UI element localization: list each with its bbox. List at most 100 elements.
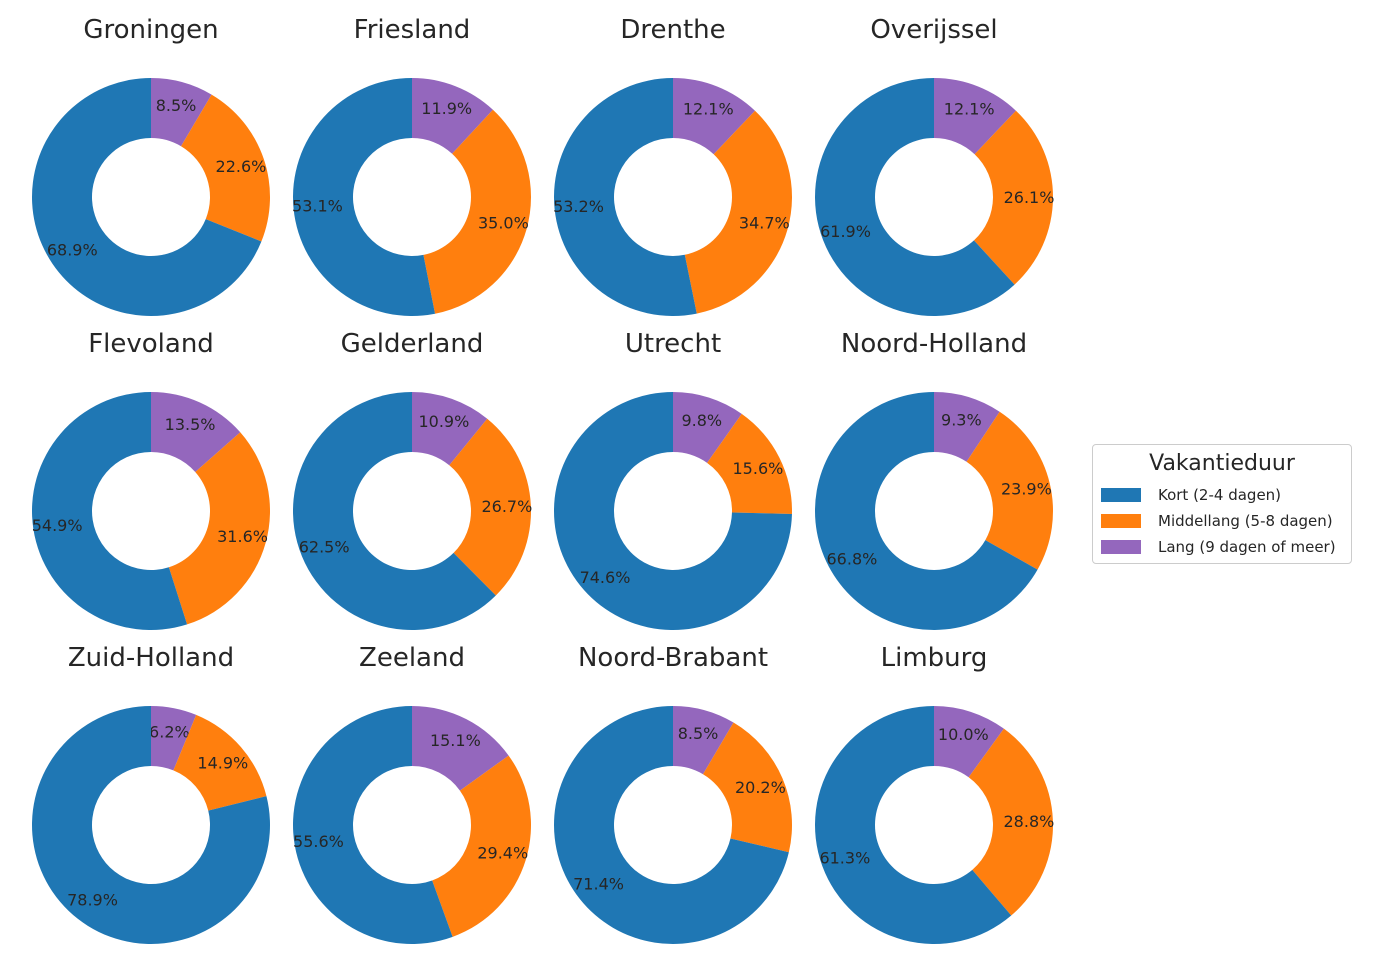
slice-label-noord-holland-kort: 66.8% <box>827 549 878 568</box>
donut-noord-brabant: Noord-Brabant 8.5% 20.2% 71.4% <box>554 643 792 944</box>
slice-utrecht-middellang <box>707 413 792 514</box>
slice-label-utrecht-middellang: 15.6% <box>733 459 784 478</box>
slice-label-limburg-lang: 10.0% <box>938 725 989 744</box>
legend-label-kort: Kort (2-4 dagen) <box>1158 486 1282 504</box>
panel-title-drenthe: Drenthe <box>620 15 725 45</box>
slice-label-noord-brabant-middellang: 20.2% <box>735 778 786 797</box>
donut-zeeland: Zeeland 15.1% 29.4% 55.6% <box>293 643 532 944</box>
panel-title-noord-holland: Noord-Holland <box>841 329 1027 359</box>
panel-title-utrecht: Utrecht <box>625 329 721 359</box>
slice-label-noord-brabant-kort: 71.4% <box>573 874 624 893</box>
legend: Vakantieduur Kort (2-4 dagen) Middellang… <box>1092 444 1352 564</box>
slice-zuid-holland-middellang <box>173 714 267 811</box>
slice-label-friesland-lang: 11.9% <box>421 99 472 118</box>
slice-label-drenthe-kort: 53.2% <box>553 197 604 216</box>
slice-label-limburg-kort: 61.3% <box>819 848 870 867</box>
slice-label-groningen-middellang: 22.6% <box>216 157 267 176</box>
slice-flevoland-middellang <box>168 432 270 625</box>
slice-noord-brabant-kort <box>554 706 789 944</box>
slice-noord-brabant-middellang <box>703 722 792 853</box>
slice-groningen-lang <box>151 78 212 147</box>
slice-flevoland-kort <box>31 392 188 630</box>
slice-label-groningen-lang: 8.5% <box>156 96 197 115</box>
slice-gelderland-lang <box>412 392 488 466</box>
slice-overijssel-middellang <box>973 110 1054 285</box>
legend-item-middellang: Middellang (5-8 dagen) <box>1101 511 1333 531</box>
donut-zuid-holland: Zuid-Holland 6.2% 14.9% 78.9% <box>32 643 271 944</box>
slice-label-overijssel-lang: 12.1% <box>944 99 995 118</box>
panel-title-gelderland: Gelderland <box>341 329 484 359</box>
slice-drenthe-kort <box>554 78 697 316</box>
slice-gelderland-middellang <box>449 418 531 596</box>
slice-gelderland-kort <box>292 392 496 630</box>
slice-drenthe-lang <box>673 78 756 155</box>
slice-noord-holland-kort <box>815 392 1038 630</box>
panel-title-zuid-holland: Zuid-Holland <box>68 643 234 673</box>
slice-label-zeeland-lang: 15.1% <box>430 731 481 750</box>
slice-noord-holland-lang <box>934 392 1000 462</box>
slice-utrecht-lang <box>673 392 742 463</box>
donut-friesland: Friesland 11.9% 35.0% 53.1% <box>292 15 532 316</box>
donut-flevoland: Flevoland 13.5% 31.6% 54.9% <box>32 329 270 630</box>
donut-limburg: Limburg 10.0% 28.8% 61.3% <box>815 643 1054 944</box>
slice-label-noord-holland-lang: 9.3% <box>941 411 982 430</box>
slice-label-gelderland-lang: 10.9% <box>418 412 469 431</box>
slice-zuid-holland-lang <box>151 706 197 771</box>
slice-label-drenthe-middellang: 34.7% <box>739 214 790 233</box>
slice-label-zeeland-kort: 55.6% <box>293 832 344 851</box>
slice-friesland-lang <box>412 78 493 154</box>
slice-friesland-middellang <box>423 109 532 314</box>
panel-title-groningen: Groningen <box>83 15 218 45</box>
donut-utrecht: Utrecht 9.8% 15.6% 74.6% <box>554 329 792 631</box>
slice-utrecht-kort <box>554 392 792 631</box>
slice-label-gelderland-kort: 62.5% <box>299 538 350 557</box>
slice-label-friesland-middellang: 35.0% <box>478 213 529 232</box>
legend-title: Vakantieduur <box>1149 451 1295 476</box>
panel-title-flevoland: Flevoland <box>88 329 214 359</box>
legend-label-middellang: Middellang (5-8 dagen) <box>1158 512 1333 530</box>
slice-limburg-lang <box>934 706 1004 778</box>
slice-overijssel-lang <box>934 78 1016 155</box>
panel-title-noord-brabant: Noord-Brabant <box>578 643 768 673</box>
slice-label-noord-holland-middellang: 23.9% <box>1001 479 1052 498</box>
slice-noord-holland-middellang <box>966 411 1054 570</box>
donut-drenthe: Drenthe 12.1% 34.7% 53.2% <box>553 15 793 316</box>
slice-label-noord-brabant-lang: 8.5% <box>678 724 719 743</box>
panel-title-overijssel: Overijssel <box>870 15 997 45</box>
slice-groningen-kort <box>32 78 262 316</box>
slice-label-limburg-middellang: 28.8% <box>1004 812 1055 831</box>
donut-groningen: Groningen 8.5% 22.6% 68.9% <box>32 15 270 316</box>
slice-label-zuid-holland-middellang: 14.9% <box>197 753 248 772</box>
slice-label-overijssel-kort: 61.9% <box>820 222 871 241</box>
slice-label-groningen-kort: 68.9% <box>47 241 98 260</box>
slice-noord-brabant-lang <box>673 706 734 775</box>
slice-label-gelderland-middellang: 26.7% <box>481 497 532 516</box>
slice-zeeland-kort <box>293 706 453 944</box>
legend-item-kort: Kort (2-4 dagen) <box>1101 485 1281 505</box>
slice-limburg-kort <box>815 706 1012 944</box>
slice-zeeland-lang <box>412 706 509 791</box>
slice-groningen-middellang <box>181 94 270 242</box>
panel-title-limburg: Limburg <box>881 643 988 673</box>
slice-limburg-middellang <box>968 728 1053 916</box>
slice-label-utrecht-kort: 74.6% <box>580 568 631 587</box>
slice-label-flevoland-lang: 13.5% <box>165 415 216 434</box>
slice-label-drenthe-lang: 12.1% <box>683 99 734 118</box>
slice-zeeland-middellang <box>432 755 532 937</box>
slice-label-overijssel-middellang: 26.1% <box>1004 188 1055 207</box>
legend-swatch-lang <box>1101 540 1141 554</box>
legend-swatch-kort <box>1101 488 1141 502</box>
panel-title-friesland: Friesland <box>354 15 471 45</box>
slice-overijssel-kort <box>815 78 1015 316</box>
slice-drenthe-middellang <box>684 110 793 314</box>
legend-item-lang: Lang (9 dagen of meer) <box>1101 537 1336 557</box>
slice-friesland-kort <box>293 78 436 316</box>
slice-label-friesland-kort: 53.1% <box>292 197 343 216</box>
donut-noord-holland: Noord-Holland 9.3% 23.9% 66.8% <box>815 329 1054 630</box>
panel-title-zeeland: Zeeland <box>359 643 465 673</box>
donut-overijssel: Overijssel 12.1% 26.1% 61.9% <box>815 15 1054 316</box>
donut-gelderland: Gelderland 10.9% 26.7% 62.5% <box>292 329 532 630</box>
slice-label-utrecht-lang: 9.8% <box>681 411 722 430</box>
slice-label-zuid-holland-lang: 6.2% <box>149 722 190 741</box>
